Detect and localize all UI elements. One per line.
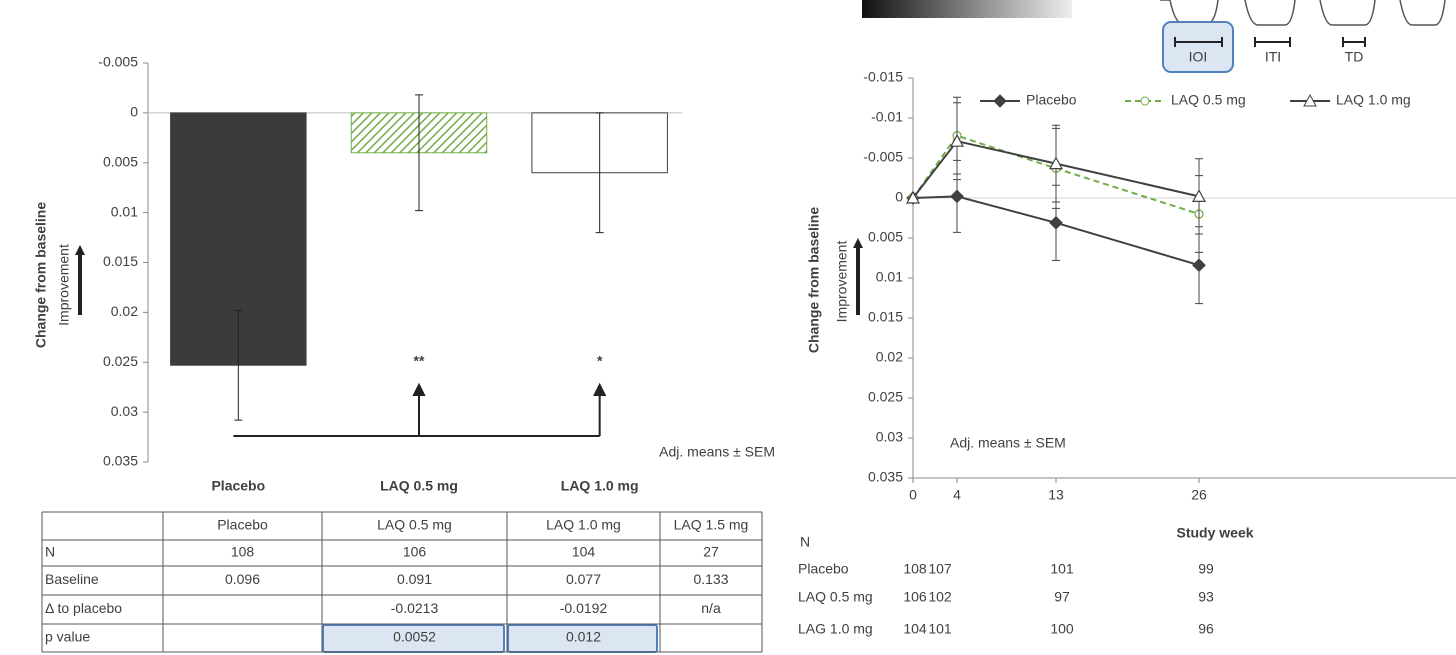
n-table-title: N [800,534,810,550]
legend-marker [1141,97,1149,105]
diagram-label: IOI [1189,49,1208,65]
diagram-label: ITI [1265,49,1281,65]
category-label: Placebo [211,478,265,494]
improvement-label: Improvement [56,244,72,326]
y-tick-label: 0.015 [868,309,903,325]
table-cell: LAQ 1.5 mg [674,517,749,533]
table-cell: 0.012 [566,629,601,645]
table-cell: 27 [703,544,719,560]
marker [951,190,963,202]
annotation: Adj. means ± SEM [659,444,775,460]
legend-label: LAQ 1.0 mg [1336,92,1411,108]
table-cell: 0.096 [225,571,260,587]
table-cell: 0.077 [566,571,601,587]
marker [1050,217,1062,229]
y-tick-label: -0.015 [863,69,903,85]
improvement-arrowhead [853,238,863,248]
n-value: 104 [903,621,927,637]
comparison-arrow [595,385,605,436]
y-tick-label: 0.02 [876,349,903,365]
n-value: 108 [903,561,927,577]
table-cell: 0.0052 [393,629,436,645]
y-tick-label: 0.01 [876,269,903,285]
x-tick-label: 0 [909,487,917,503]
category-label: LAQ 0.5 mg [380,478,458,494]
y-tick-label: 0.015 [103,253,138,269]
y-tick-label: 0 [895,189,903,205]
improvement-arrowhead [75,245,85,255]
table-cell: -0.0192 [560,600,608,616]
table-cell: 0.133 [693,571,728,587]
y-axis-title: Change from baseline [33,202,49,348]
n-value: 101 [928,621,952,637]
x-tick-label: 13 [1048,487,1064,503]
marker [1193,259,1205,271]
table-cell: Δ to placebo [45,600,122,616]
n-value: 102 [928,589,952,605]
table-cell: p value [45,629,90,645]
table-cell: Placebo [217,517,268,533]
table-cell: n/a [701,600,721,616]
annotation: Adj. means ± SEM [950,435,1066,451]
n-row-label: LAG 1.0 mg [798,621,873,637]
y-tick-label: 0.03 [876,429,903,445]
y-axis-title: Change from baseline [806,207,822,353]
n-row-label: LAQ 0.5 mg [798,589,873,605]
table-cell: LAQ 1.0 mg [546,517,621,533]
legend-marker [994,95,1006,107]
table-cell: 106 [403,544,427,560]
y-tick-label: -0.01 [871,109,903,125]
table-cell: 104 [572,544,596,560]
x-tick-label: 4 [953,487,961,503]
y-tick-label: 0.025 [868,389,903,405]
n-value: 100 [1050,621,1074,637]
n-value: 96 [1198,621,1214,637]
y-tick-label: 0.005 [868,229,903,245]
legend-marker-shape [1141,97,1149,105]
significance: ** [414,353,425,369]
y-tick-label: 0.005 [103,153,138,169]
y-tick-label: 0.03 [111,403,138,419]
improvement-label: Improvement [834,241,850,323]
y-tick-label: 0.035 [103,453,138,469]
n-value: 101 [1050,561,1074,577]
n-value: 97 [1054,589,1070,605]
y-tick-label: 0.025 [103,353,138,369]
n-value: 93 [1198,589,1214,605]
n-value: 106 [903,589,927,605]
table-cell: -0.0213 [391,600,439,616]
n-value: 99 [1198,561,1214,577]
table-cell: 108 [231,544,255,560]
table-cell: Baseline [45,571,99,587]
y-tick-label: 0 [130,104,138,120]
y-tick-label: 0.01 [111,203,138,219]
y-tick-label: -0.005 [98,54,138,70]
legend-marker-shape [994,95,1006,107]
figure: IOI ITI TD -0.005 0 0.005 0.01 0.015 0.02 0.02… [0,0,1456,655]
significance: * [597,353,603,369]
image-strip [862,0,1072,18]
n-row-label: Placebo [798,561,849,577]
table-cell: 0.091 [397,571,432,587]
y-tick-label: 0.02 [111,303,138,319]
comparison-arrow [414,385,424,436]
y-tick-label: 0.035 [868,469,903,485]
legend-label: LAQ 0.5 mg [1171,92,1246,108]
y-tick-label: -0.005 [863,149,903,165]
table-cell: N [45,544,55,560]
table-cell: LAQ 0.5 mg [377,517,452,533]
top-images: IOI ITI TD [862,0,1445,72]
legend-label: Placebo [1026,92,1077,108]
diagram-label: TD [1345,49,1364,65]
n-value: 107 [928,561,952,577]
x-axis-title: Study week [1176,525,1253,541]
x-tick-label: 26 [1191,487,1207,503]
category-label: LAQ 1.0 mg [561,478,639,494]
